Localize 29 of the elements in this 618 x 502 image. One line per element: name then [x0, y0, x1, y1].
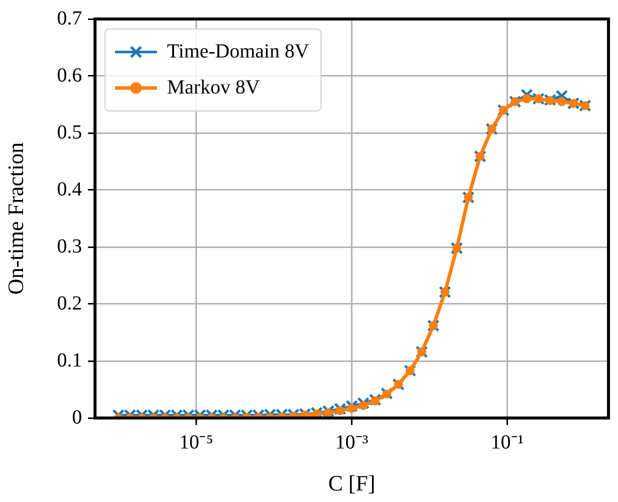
point [370, 396, 380, 406]
x-tick-label: 10⁻⁵ [179, 431, 214, 454]
point [546, 96, 555, 106]
point [522, 94, 532, 104]
legend-label: Markov 8V [167, 76, 260, 98]
point [382, 390, 392, 399]
y-tick-label: 0.7 [57, 7, 82, 30]
y-tick-label: 0.5 [57, 121, 82, 144]
point [358, 400, 368, 410]
x-axis-title: C [F] [328, 470, 376, 496]
point [324, 408, 333, 418]
y-axis-title: On-time Fraction [2, 142, 28, 295]
point [557, 97, 566, 106]
point [347, 404, 356, 413]
point [310, 406, 323, 418]
y-tick-label: 0 [72, 406, 82, 428]
x-tick-label: 10⁻¹ [490, 431, 524, 454]
legend-label: Time-Domain 8V [167, 40, 310, 62]
point [322, 404, 335, 418]
x-tick-label: 10⁻³ [335, 431, 368, 454]
y-tick-label: 0.4 [57, 178, 82, 200]
y-tick-label: 0.1 [57, 349, 82, 372]
y-tick-label: 0.6 [57, 64, 82, 86]
point [334, 402, 346, 416]
y-tick-label: 0.2 [57, 292, 82, 314]
point [556, 90, 568, 102]
y-tick-label: 0.3 [57, 235, 82, 258]
point [544, 94, 556, 106]
point [336, 406, 345, 416]
